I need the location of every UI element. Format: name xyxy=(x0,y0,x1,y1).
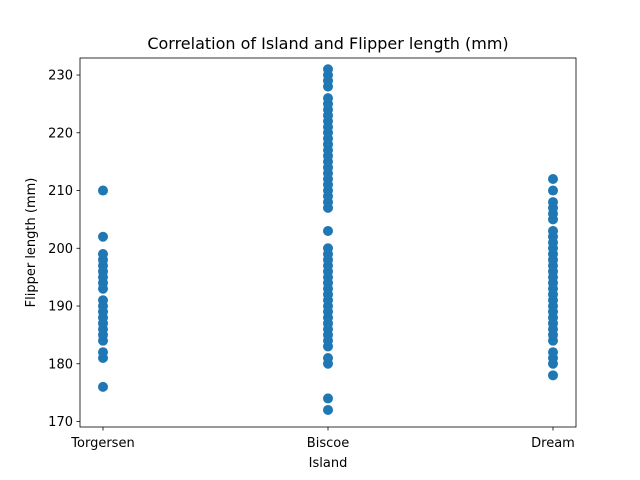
data-point xyxy=(98,295,108,306)
data-point xyxy=(548,197,558,208)
x-tick-label: Torgersen xyxy=(70,436,134,451)
data-point xyxy=(323,93,333,104)
data-point xyxy=(548,225,558,236)
x-tick-label: Dream xyxy=(531,436,575,451)
data-points xyxy=(98,64,558,415)
data-point xyxy=(98,347,108,358)
data-point xyxy=(323,352,333,363)
plot-frame xyxy=(79,57,577,428)
x-axis-label: Island xyxy=(309,456,348,471)
data-point xyxy=(548,370,558,381)
data-point xyxy=(98,185,108,196)
x-axis: Torgersen Biscoe Dream xyxy=(70,427,575,451)
data-point xyxy=(548,185,558,196)
y-tick-label: 190 xyxy=(48,300,73,315)
y-tick-label: 220 xyxy=(48,126,73,141)
data-point xyxy=(548,173,558,184)
data-point xyxy=(323,243,333,254)
data-point xyxy=(98,381,108,392)
y-tick-label: 170 xyxy=(48,415,73,430)
y-axis-label: Flipper length (mm) xyxy=(24,178,39,308)
data-point xyxy=(323,404,333,415)
y-tick-label: 210 xyxy=(48,184,73,199)
y-axis: 170 180 190 200 210 220 230 xyxy=(48,69,80,430)
data-point xyxy=(98,231,108,242)
y-tick-label: 230 xyxy=(48,69,73,84)
data-point xyxy=(323,393,333,404)
data-point xyxy=(548,347,558,358)
chart-title: Correlation of Island and Flipper length… xyxy=(147,34,508,53)
data-point xyxy=(98,249,108,260)
x-tick-label: Biscoe xyxy=(307,436,349,451)
y-tick-label: 200 xyxy=(48,242,73,257)
data-point xyxy=(323,64,333,75)
y-tick-label: 180 xyxy=(48,357,73,372)
data-point xyxy=(323,225,333,236)
